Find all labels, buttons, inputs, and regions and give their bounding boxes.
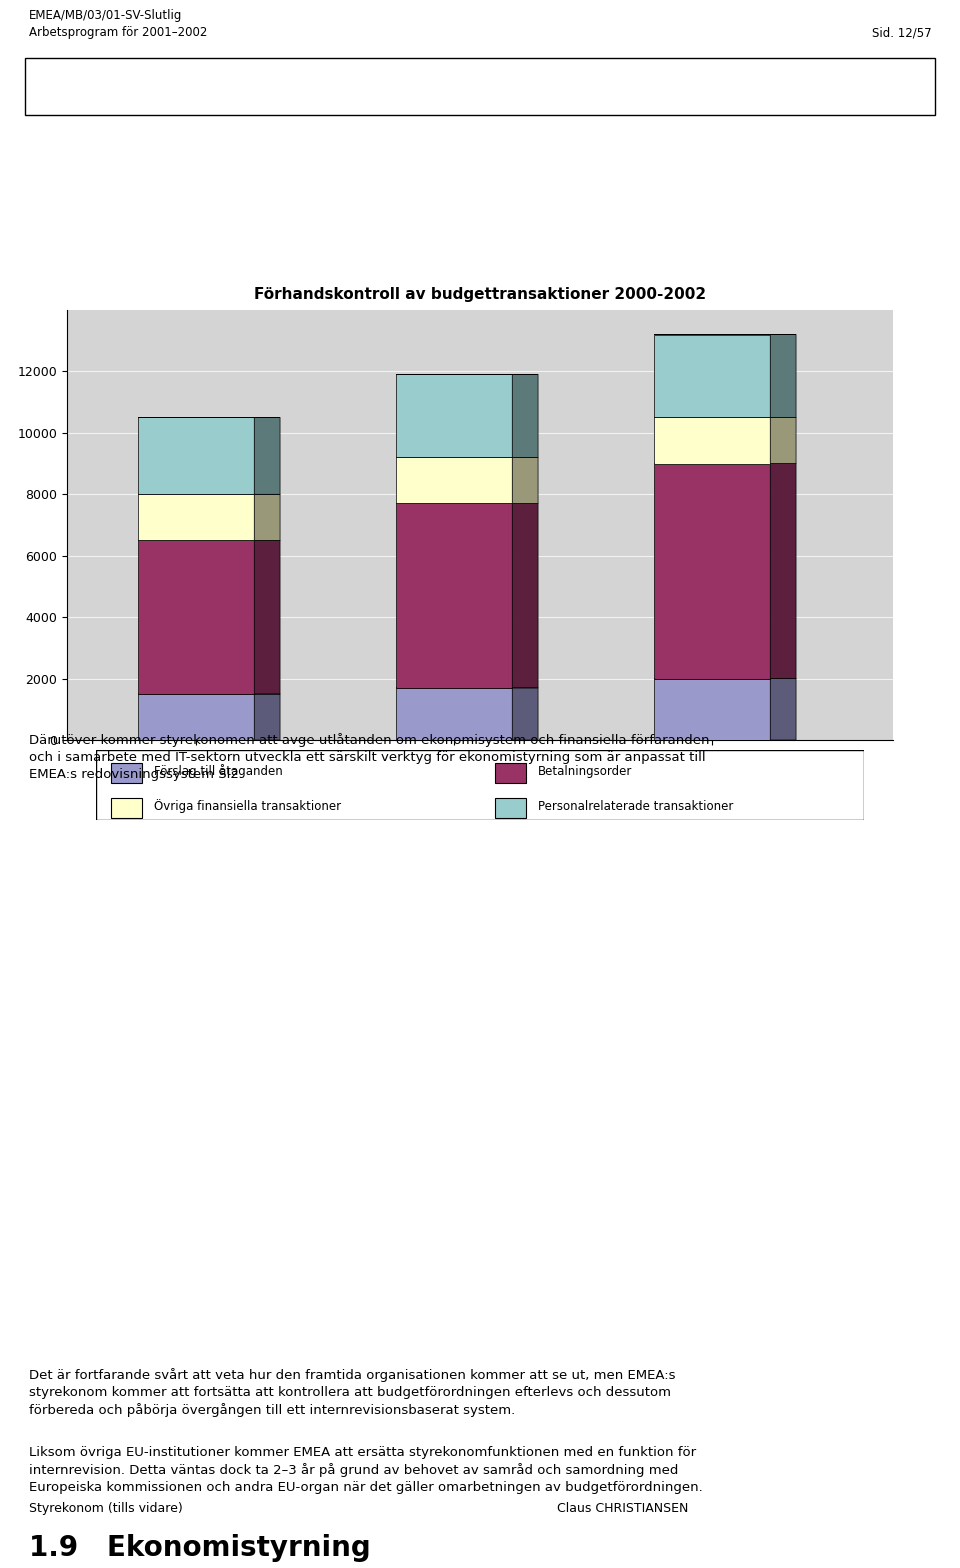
Text: Övriga finansiella transaktioner: Övriga finansiella transaktioner (154, 800, 341, 812)
Bar (495, 764, 526, 782)
Text: EMEA/MB/03/01-SV-Slutlig
Arbetsprogram för 2001–2002: EMEA/MB/03/01-SV-Slutlig Arbetsprogram f… (29, 9, 207, 39)
Bar (111, 764, 142, 782)
Text: Därutöver kommer styrekonomen att avge utlåtanden om ekonomisystem och finansiel: Därutöver kommer styrekonomen att avge u… (29, 732, 709, 781)
Polygon shape (513, 458, 538, 503)
Text: Förslag till åtaganden: Förslag till åtaganden (154, 764, 282, 778)
Bar (138, 494, 254, 541)
Text: Personalrelaterade transaktioner: Personalrelaterade transaktioner (538, 800, 733, 812)
Polygon shape (254, 417, 280, 494)
Bar (654, 679, 770, 740)
Title: Förhandskontroll av budgettransaktioner 2000-2002: Förhandskontroll av budgettransaktioner … (254, 287, 706, 303)
Polygon shape (513, 688, 538, 740)
Bar (138, 541, 254, 695)
Bar (654, 334, 770, 417)
Bar (654, 417, 770, 464)
Text: Det är fortfarande svårt att veta hur den framtida organisationen kommer att se : Det är fortfarande svårt att veta hur de… (29, 1367, 675, 1417)
Polygon shape (770, 417, 796, 464)
Text: Styrekonom (tills vidare): Styrekonom (tills vidare) (29, 1502, 182, 1515)
Polygon shape (770, 334, 796, 417)
Bar (495, 798, 526, 818)
Bar (138, 695, 254, 740)
Polygon shape (254, 541, 280, 695)
Bar (654, 464, 770, 679)
Polygon shape (770, 679, 796, 740)
Bar (111, 798, 142, 818)
Bar (138, 417, 254, 494)
Bar (396, 375, 513, 458)
Bar (396, 503, 513, 688)
Bar (396, 688, 513, 740)
Text: Claus CHRISTIANSEN: Claus CHRISTIANSEN (557, 1502, 688, 1515)
Polygon shape (254, 695, 280, 740)
Text: Liksom övriga EU-institutioner kommer EMEA att ersätta styrekonomfunktionen med : Liksom övriga EU-institutioner kommer EM… (29, 1446, 703, 1494)
Polygon shape (513, 503, 538, 688)
Polygon shape (770, 464, 796, 679)
Polygon shape (254, 494, 280, 541)
Text: Sid. 12/57: Sid. 12/57 (872, 27, 931, 39)
Polygon shape (513, 375, 538, 458)
Bar (396, 458, 513, 503)
Text: Betalningsorder: Betalningsorder (538, 765, 632, 778)
Text: 1.9   Ekonomistyrning: 1.9 Ekonomistyrning (29, 1534, 371, 1562)
